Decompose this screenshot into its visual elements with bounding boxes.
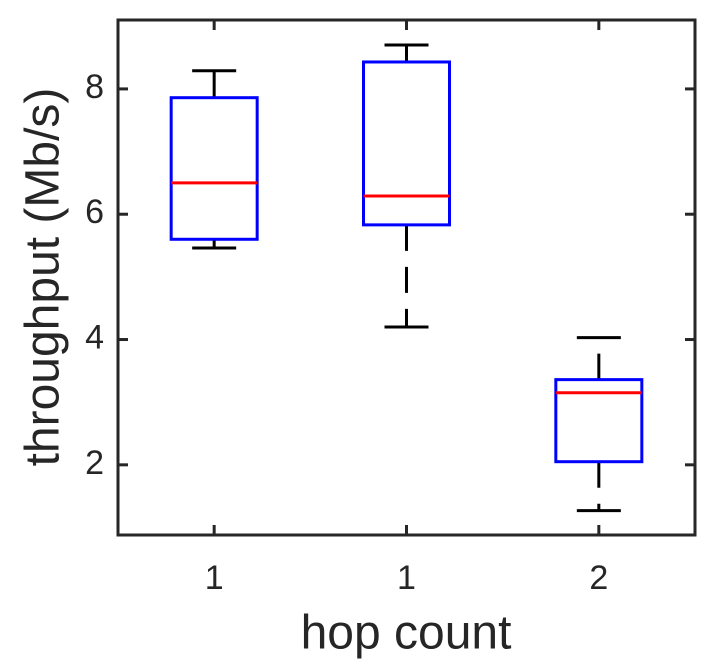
box <box>362 60 451 227</box>
x-tick-label: 1 <box>205 559 224 597</box>
x-tick-label: 1 <box>397 559 416 597</box>
box <box>169 96 259 241</box>
x-tick-label: 2 <box>589 559 608 597</box>
y-tick-label: 8 <box>85 68 104 106</box>
y-tick-label: 4 <box>85 319 104 357</box>
x-axis-label: hop count <box>301 607 512 660</box>
y-tick-label: 2 <box>85 444 104 482</box>
y-tick-label: 6 <box>85 193 104 231</box>
y-axis-label: throughput (Mb/s) <box>17 88 70 467</box>
box <box>554 378 644 464</box>
